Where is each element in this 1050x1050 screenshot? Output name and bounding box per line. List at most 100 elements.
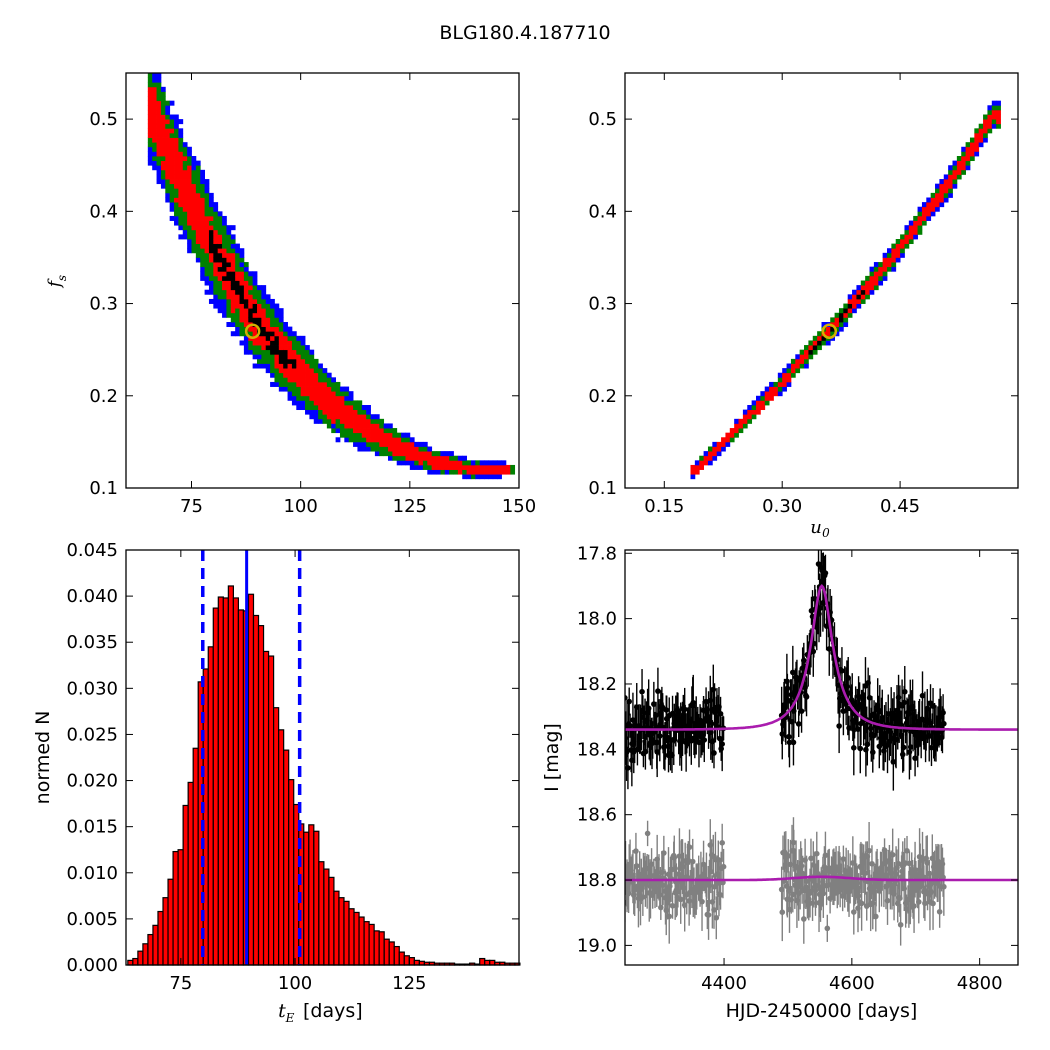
- te-fs-ytick-label: 0.5: [89, 109, 118, 130]
- lc-point: [625, 695, 628, 701]
- te-fs-cell-outer: [160, 183, 166, 189]
- u0-fs-cell-1: [952, 174, 958, 180]
- u0-fs-cell-outer: [978, 142, 984, 148]
- te-fs-cell-1: [374, 428, 380, 434]
- te-fs-cell-1: [335, 395, 341, 401]
- te-fs-cell-1: [296, 354, 302, 360]
- te-fs-cell-1: [405, 451, 411, 457]
- te-fs-cell-1: [156, 105, 162, 111]
- te-fs-cell-outer: [230, 225, 236, 231]
- te-fs-cell-1: [230, 294, 236, 300]
- u0-fs-cell-1: [917, 215, 923, 221]
- te-fs-cell-best: [217, 266, 223, 272]
- hist-bar: [489, 959, 496, 966]
- te-fs-cell-2: [217, 294, 223, 300]
- hist-bar: [363, 921, 370, 966]
- lc-ytick-label: 18.4: [577, 739, 617, 760]
- u0-fs-cell-1: [956, 165, 962, 171]
- te-fs-cell-2: [257, 294, 262, 300]
- te-fs-cell-1: [248, 326, 254, 332]
- te-fs-cell-2: [401, 455, 406, 461]
- u0-fs-cell-1: [930, 206, 936, 212]
- te-fs-cell-2: [195, 165, 201, 171]
- te-fs-cell-2: [274, 322, 280, 328]
- hist-ytick-label: 0.025: [66, 724, 118, 745]
- te-fs-cell-outer: [274, 303, 280, 309]
- te-fs-cell-1: [318, 405, 323, 411]
- te-fs-cell-1: [165, 146, 171, 152]
- te-fs-cell-outer: [200, 271, 205, 277]
- te-fs-cell-best: [278, 354, 284, 360]
- u0-fs-cell-1: [769, 395, 774, 401]
- te-fs-cell-1: [147, 105, 153, 111]
- u0-fs-cell-outer: [747, 405, 753, 411]
- te-fs-cell-outer: [257, 285, 262, 291]
- lc-point: [850, 745, 857, 751]
- te-fs-cell-2: [195, 252, 201, 258]
- te-fs-cell-1: [335, 400, 341, 406]
- te-fs-cell-1: [466, 464, 472, 470]
- lc-xtick-label: 4400: [701, 973, 747, 994]
- te-fs-cell-1: [243, 317, 249, 323]
- hist-bar: [358, 916, 365, 966]
- te-fs-cell-1: [318, 381, 323, 387]
- u0-fs-cell-1: [742, 414, 748, 420]
- u0-fs-cell-2: [917, 211, 923, 217]
- u0-fs-cell-2: [817, 331, 822, 337]
- te-fs-cell-2: [422, 446, 428, 452]
- u0-fs-cell-1: [921, 211, 927, 217]
- u0-fs-cell-1: [887, 257, 892, 263]
- lc-ylabel: I [mag]: [541, 723, 563, 792]
- u0-fs-cell-1: [935, 192, 940, 198]
- te-fs-cell-2: [296, 345, 302, 351]
- te-fs-cell-1: [152, 114, 157, 120]
- te-fs-cell-2: [436, 451, 441, 457]
- te-fs-cell-outer: [222, 308, 227, 314]
- u0-fs-cell-2: [821, 340, 827, 346]
- te-fs-cell-outer: [374, 414, 380, 420]
- te-fs-cell-2: [222, 289, 227, 295]
- te-fs-cell-2: [475, 460, 481, 466]
- u0-fs-cell-1: [721, 437, 726, 443]
- te-fs-cell-1: [169, 165, 175, 171]
- te-fs-cell-outer: [287, 326, 293, 332]
- u0-fs-cell-1: [921, 206, 927, 212]
- u0-fs-cell-1: [900, 239, 905, 245]
- te-fs-cell-outer: [165, 197, 171, 203]
- te-fs-cell-1: [331, 391, 336, 397]
- te-fs-cell-1: [147, 123, 153, 129]
- te-fs-cell-2: [274, 377, 280, 383]
- te-fs-cell-best: [230, 275, 236, 281]
- te-fs-cell-2: [339, 428, 345, 434]
- te-fs-cell-2: [226, 248, 232, 254]
- te-fs-cell-1: [339, 414, 345, 420]
- u0-fs-cell-outer: [751, 400, 757, 406]
- u0-fs-cell-outer: [887, 248, 892, 254]
- te-fs-cell-2: [160, 100, 166, 106]
- hist-ytick-label: 0.015: [66, 817, 118, 838]
- te-fs-cell-1: [326, 391, 332, 397]
- u0-fs-cell-1: [913, 225, 918, 231]
- te-fs-cell-1: [226, 257, 232, 263]
- u0-fs-cell-2: [729, 437, 735, 443]
- te-fs-cell-1: [178, 188, 184, 194]
- u0-fs-cell-1: [917, 220, 923, 226]
- te-fs-cell-2: [239, 322, 245, 328]
- te-fs-cell-1: [213, 239, 219, 245]
- te-fs-cell-2: [208, 271, 214, 277]
- te-fs-cell-outer: [230, 322, 236, 328]
- te-fs-cell-2: [348, 428, 354, 434]
- te-fs-cell-1: [278, 340, 284, 346]
- te-fs-cell-1: [200, 215, 205, 221]
- te-fs-cell-outer: [348, 395, 354, 401]
- te-fs-cell-1: [296, 368, 302, 374]
- te-fs-cell-1: [257, 312, 262, 318]
- te-fs-cell-outer: [335, 437, 341, 443]
- te-fs-cell-1: [217, 262, 223, 268]
- u0-fs-cell-outer: [764, 386, 770, 392]
- te-fs-cell-1: [270, 335, 275, 341]
- te-fs-cell-best: [274, 349, 280, 355]
- lc-ytick-label: 18.0: [577, 609, 617, 630]
- te-fs-cell-1: [230, 266, 236, 272]
- u0-fs-cell-1: [913, 220, 918, 226]
